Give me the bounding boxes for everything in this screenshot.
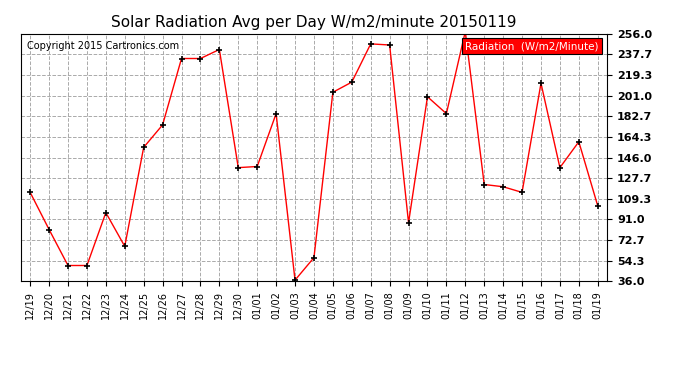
Title: Solar Radiation Avg per Day W/m2/minute 20150119: Solar Radiation Avg per Day W/m2/minute … bbox=[111, 15, 517, 30]
Text: Copyright 2015 Cartronics.com: Copyright 2015 Cartronics.com bbox=[26, 41, 179, 51]
Text: Radiation  (W/m2/Minute): Radiation (W/m2/Minute) bbox=[465, 41, 598, 51]
